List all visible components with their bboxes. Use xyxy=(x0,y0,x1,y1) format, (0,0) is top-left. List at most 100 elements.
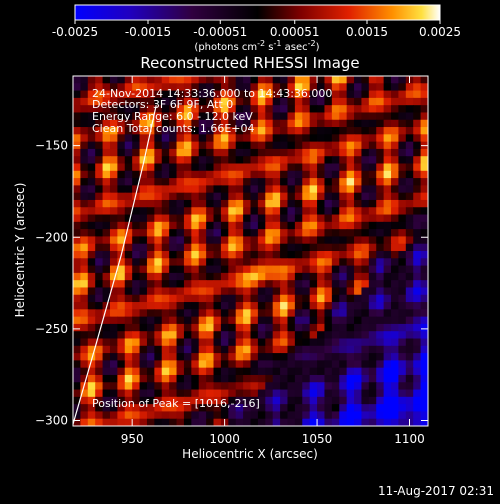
heatmap-cell xyxy=(95,287,104,296)
heatmap-cell xyxy=(368,127,377,135)
heatmap-cell xyxy=(102,411,111,420)
heatmap-cell xyxy=(272,83,281,92)
heatmap-cell xyxy=(109,192,118,201)
heatmap-cell xyxy=(302,345,311,354)
heatmap-cell xyxy=(302,338,311,347)
heatmap-cell xyxy=(124,97,133,106)
heatmap-cell xyxy=(339,76,348,84)
heatmap-cell xyxy=(213,396,222,405)
heatmap-cell xyxy=(339,178,348,186)
heatmap-cell xyxy=(132,221,141,230)
heatmap-cell xyxy=(183,97,192,106)
heatmap-cell xyxy=(383,178,392,186)
heatmap-cell xyxy=(398,170,407,179)
heatmap-cell xyxy=(117,345,126,354)
heatmap-cell xyxy=(183,316,192,325)
heatmap-cell xyxy=(294,221,303,230)
heatmap-cell xyxy=(302,258,311,267)
heatmap-cell xyxy=(309,323,318,332)
heatmap-cell xyxy=(198,367,207,376)
heatmap-cell xyxy=(420,360,428,369)
heatmap-cell xyxy=(339,90,348,99)
heatmap-cell xyxy=(117,287,126,296)
heatmap-cell xyxy=(80,396,89,405)
heatmap-cell xyxy=(176,163,185,172)
heatmap-cell xyxy=(368,338,377,347)
heatmap-cell xyxy=(109,280,118,289)
heatmap-cell xyxy=(331,353,340,361)
heatmap-cell xyxy=(413,243,422,252)
heatmap-cell xyxy=(257,353,266,361)
heatmap-cell xyxy=(154,374,163,383)
heatmap-cell xyxy=(354,331,363,340)
heatmap-cell xyxy=(272,163,281,172)
heatmap-cell xyxy=(124,112,133,121)
heatmap-cell xyxy=(398,287,407,296)
heatmap-cell xyxy=(146,163,155,172)
heatmap-cell xyxy=(331,178,340,186)
heatmap-cell xyxy=(272,389,281,398)
heatmap-cell xyxy=(191,105,200,114)
heatmap-cell xyxy=(368,178,377,186)
heatmap-cell xyxy=(287,199,296,208)
heatmap-cell xyxy=(383,83,392,92)
heatmap-cell xyxy=(154,404,163,413)
heatmap-cell xyxy=(73,90,81,99)
heatmap-cell xyxy=(354,258,363,267)
heatmap-cell xyxy=(317,287,326,296)
heatmap-cell xyxy=(398,309,407,318)
heatmap-cell xyxy=(294,105,303,114)
heatmap-cell xyxy=(361,353,370,361)
heatmap-cell xyxy=(243,353,252,361)
heatmap-cell xyxy=(235,134,244,143)
heatmap-cell xyxy=(346,214,355,223)
heatmap-cell xyxy=(161,287,170,296)
heatmap-cell xyxy=(294,76,303,84)
heatmap-cell xyxy=(191,294,200,303)
heatmap-cell xyxy=(183,156,192,165)
heatmap-cell xyxy=(391,309,400,318)
heatmap-cell xyxy=(198,396,207,405)
heatmap-cell xyxy=(169,345,178,354)
heatmap-cell xyxy=(420,97,428,106)
heatmap-cell xyxy=(176,323,185,332)
heatmap-cell xyxy=(420,367,428,376)
heatmap-cell xyxy=(206,199,215,208)
heatmap-cell xyxy=(161,163,170,172)
heatmap-cell xyxy=(206,236,215,245)
heatmap-cell xyxy=(191,345,200,354)
heatmap-cell xyxy=(405,134,414,143)
heatmap-cell xyxy=(331,367,340,376)
heatmap-cell xyxy=(354,178,363,186)
heatmap-cell xyxy=(117,265,126,274)
heatmap-cell xyxy=(132,287,141,296)
heatmap-cell xyxy=(309,214,318,223)
heatmap-cell xyxy=(250,309,259,318)
heatmap-cell xyxy=(413,265,422,274)
heatmap-cell xyxy=(272,258,281,267)
heatmap-cell xyxy=(220,112,229,121)
heatmap-cell xyxy=(183,294,192,303)
heatmap-cell xyxy=(346,148,355,157)
heatmap-cell xyxy=(383,389,392,398)
heatmap-cell xyxy=(191,367,200,376)
heatmap-cell xyxy=(102,294,111,303)
heatmap-cell xyxy=(383,119,392,128)
heatmap-cell xyxy=(368,396,377,405)
heatmap-cell xyxy=(302,353,311,361)
heatmap-cell xyxy=(302,156,311,165)
heatmap-cell xyxy=(102,112,111,121)
heatmap-cell xyxy=(354,148,363,157)
heatmap-cell xyxy=(109,83,118,92)
heatmap-cell xyxy=(161,192,170,201)
heatmap-cell xyxy=(132,353,141,361)
heatmap-cell xyxy=(176,396,185,405)
heatmap-cell xyxy=(354,207,363,216)
heatmap-cell xyxy=(132,105,141,114)
heatmap-cell xyxy=(124,105,133,114)
heatmap-cell xyxy=(213,229,222,238)
heatmap-cell xyxy=(265,185,274,194)
heatmap-cell xyxy=(109,214,118,223)
heatmap-cell xyxy=(287,83,296,92)
heatmap-cell xyxy=(183,258,192,267)
